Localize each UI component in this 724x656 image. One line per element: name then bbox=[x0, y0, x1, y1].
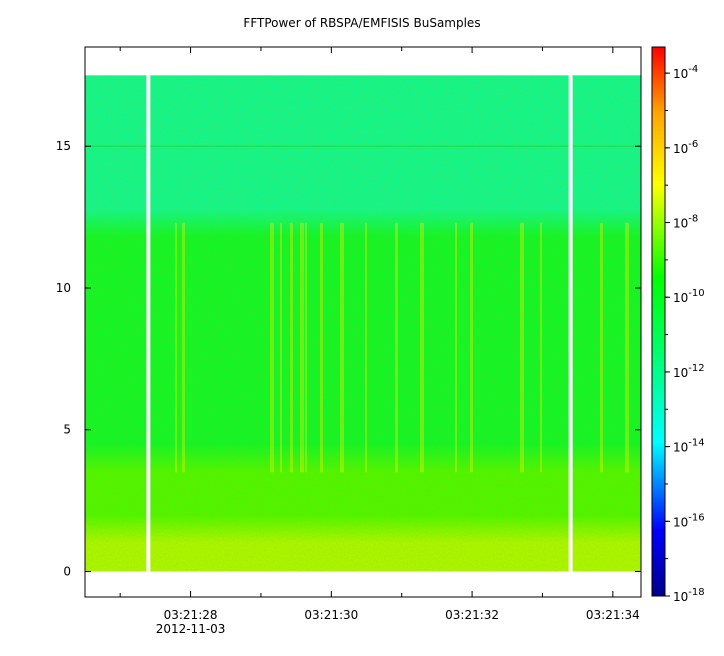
colorbar: 10-4 10-6 10-8 10-10 10-12 10-14 10-16 10-18 bbox=[651, 46, 705, 604]
whistler-streak bbox=[540, 222, 542, 473]
chart-title: FFTPower of RBSPA/EMFISIS BuSamples bbox=[243, 16, 481, 30]
colorbar-tick-label: 10-10 bbox=[673, 288, 705, 305]
whistler-streak bbox=[300, 222, 304, 473]
data-gap bbox=[568, 75, 573, 572]
whistler-streak bbox=[365, 222, 367, 473]
data-gap bbox=[146, 75, 151, 572]
spectrogram-noise bbox=[85, 75, 641, 572]
x-date-label: 2012-11-03 bbox=[156, 622, 226, 636]
plot-frame bbox=[84, 46, 642, 598]
plot-area bbox=[84, 46, 642, 598]
colorbar-tick-label: 10-12 bbox=[673, 363, 705, 380]
x-tick-label: 03:21:30 bbox=[304, 608, 358, 622]
colorbar-tick-label: 10-4 bbox=[673, 64, 698, 81]
colorbar-tick-label: 10-6 bbox=[673, 139, 698, 156]
colorbar-gradient bbox=[651, 46, 666, 597]
whistler-streak bbox=[280, 222, 282, 473]
colorbar-tick-label: 10-14 bbox=[673, 438, 705, 455]
x-tick-label: 03:21:32 bbox=[445, 608, 499, 622]
x-tick-label: 03:21:28 bbox=[164, 608, 218, 622]
whistler-streak bbox=[290, 222, 293, 473]
whistler-streak bbox=[625, 222, 629, 473]
whistler-streak bbox=[420, 222, 424, 473]
colorbar-tick-label: 10-8 bbox=[673, 214, 698, 231]
whistler-streak bbox=[182, 222, 185, 473]
whistler-streak bbox=[175, 222, 177, 473]
whistler-streak bbox=[600, 222, 603, 473]
whistler-streak bbox=[520, 222, 524, 473]
x-tick-label: 03:21:34 bbox=[586, 608, 640, 622]
colorbar-tick-label: 10-16 bbox=[673, 512, 705, 529]
whistler-streak bbox=[340, 222, 344, 473]
y-tick-label: 5 bbox=[63, 423, 71, 437]
whistler-streak bbox=[470, 222, 473, 473]
whistler-streak bbox=[305, 222, 307, 473]
y-axis: 0 5 10 15 bbox=[56, 139, 641, 578]
y-tick-label: 0 bbox=[63, 564, 71, 578]
colorbar-tick-label: 10-18 bbox=[673, 587, 705, 604]
whistler-streak bbox=[270, 222, 274, 473]
whistler-streak bbox=[395, 222, 398, 473]
y-tick-label: 10 bbox=[56, 281, 71, 295]
whistler-streak bbox=[455, 222, 457, 473]
y-tick-label: 15 bbox=[56, 139, 71, 153]
whistler-streak bbox=[320, 222, 323, 473]
